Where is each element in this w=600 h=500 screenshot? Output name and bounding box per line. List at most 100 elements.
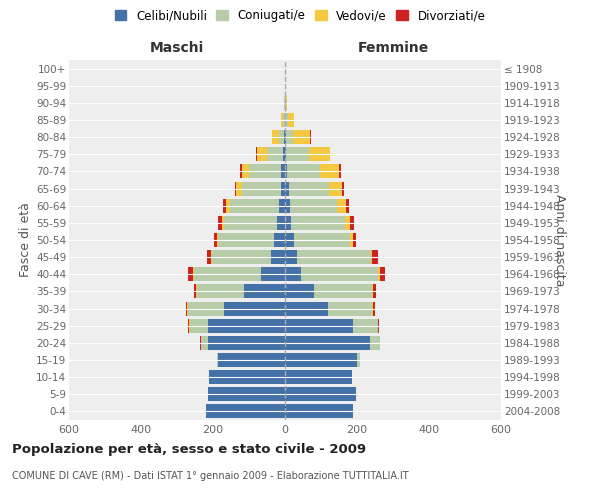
Bar — [212, 250, 271, 264]
Bar — [285, 370, 352, 384]
Bar — [337, 198, 346, 212]
Bar — [370, 336, 380, 350]
Bar — [236, 182, 242, 196]
Text: Popolazione per età, sesso e stato civile - 2009: Popolazione per età, sesso e stato civil… — [12, 442, 366, 456]
Bar — [345, 216, 350, 230]
Bar — [242, 164, 249, 178]
Bar — [208, 388, 285, 402]
Bar — [339, 164, 341, 178]
Bar — [223, 198, 226, 212]
Bar — [373, 284, 376, 298]
Bar — [357, 353, 360, 367]
Bar — [309, 148, 329, 162]
Bar — [271, 250, 285, 264]
Bar — [285, 96, 286, 110]
Bar — [193, 268, 194, 281]
Bar — [329, 148, 331, 162]
Bar — [320, 164, 339, 178]
Bar — [328, 302, 372, 316]
Bar — [285, 284, 314, 298]
Bar — [285, 216, 292, 230]
Bar — [218, 353, 285, 367]
Bar — [285, 233, 294, 247]
Text: Femmine: Femmine — [358, 41, 428, 55]
Bar — [257, 148, 267, 162]
Bar — [286, 96, 287, 110]
Bar — [267, 148, 283, 162]
Bar — [211, 250, 212, 264]
Bar — [244, 284, 285, 298]
Bar — [288, 113, 293, 127]
Bar — [283, 113, 284, 127]
Bar — [222, 216, 224, 230]
Bar — [285, 268, 301, 281]
Bar — [285, 198, 290, 212]
Bar — [353, 318, 378, 332]
Bar — [274, 233, 285, 247]
Bar — [285, 404, 353, 418]
Bar — [281, 182, 285, 196]
Bar — [284, 130, 285, 144]
Bar — [207, 250, 211, 264]
Bar — [380, 268, 385, 281]
Bar — [286, 148, 309, 162]
Bar — [285, 164, 287, 178]
Bar — [194, 268, 260, 281]
Bar — [256, 148, 257, 162]
Bar — [226, 198, 230, 212]
Bar — [218, 216, 222, 230]
Bar — [350, 233, 353, 247]
Bar — [224, 216, 277, 230]
Bar — [289, 182, 329, 196]
Bar — [329, 182, 342, 196]
Bar — [217, 233, 218, 247]
Bar — [285, 148, 286, 162]
Text: COMUNE DI CAVE (RM) - Dati ISTAT 1° gennaio 2009 - Elaborazione TUTTITALIA.IT: COMUNE DI CAVE (RM) - Dati ISTAT 1° genn… — [12, 471, 409, 481]
Bar — [201, 336, 208, 350]
Bar — [188, 318, 189, 332]
Bar — [260, 268, 285, 281]
Y-axis label: Anni di nascita: Anni di nascita — [553, 194, 566, 286]
Bar — [188, 268, 193, 281]
Bar — [278, 198, 285, 212]
Bar — [218, 233, 274, 247]
Bar — [235, 182, 236, 196]
Legend: Celibi/Nubili, Coniugati/e, Vedovi/e, Divorziati/e: Celibi/Nubili, Coniugati/e, Vedovi/e, Di… — [111, 6, 489, 26]
Bar — [353, 233, 356, 247]
Bar — [293, 130, 310, 144]
Bar — [372, 302, 373, 316]
Bar — [208, 318, 285, 332]
Bar — [185, 302, 187, 316]
Y-axis label: Fasce di età: Fasce di età — [19, 202, 32, 278]
Bar — [285, 336, 370, 350]
Bar — [284, 96, 285, 110]
Bar — [346, 198, 349, 212]
Bar — [372, 284, 373, 298]
Bar — [286, 130, 293, 144]
Bar — [285, 130, 286, 144]
Bar — [208, 336, 285, 350]
Bar — [285, 318, 353, 332]
Bar — [230, 198, 278, 212]
Bar — [286, 113, 288, 127]
Bar — [287, 164, 320, 178]
Bar — [272, 130, 279, 144]
Bar — [279, 130, 284, 144]
Bar — [242, 182, 281, 196]
Bar — [373, 250, 378, 264]
Bar — [281, 113, 283, 127]
Bar — [217, 353, 218, 367]
Bar — [194, 284, 196, 298]
Bar — [197, 284, 244, 298]
Bar — [285, 182, 289, 196]
Bar — [290, 198, 337, 212]
Bar — [277, 216, 285, 230]
Bar — [285, 388, 356, 402]
Bar — [297, 250, 371, 264]
Bar — [285, 302, 328, 316]
Bar — [371, 250, 373, 264]
Bar — [214, 233, 217, 247]
Bar — [301, 268, 378, 281]
Bar — [285, 250, 297, 264]
Bar — [342, 182, 344, 196]
